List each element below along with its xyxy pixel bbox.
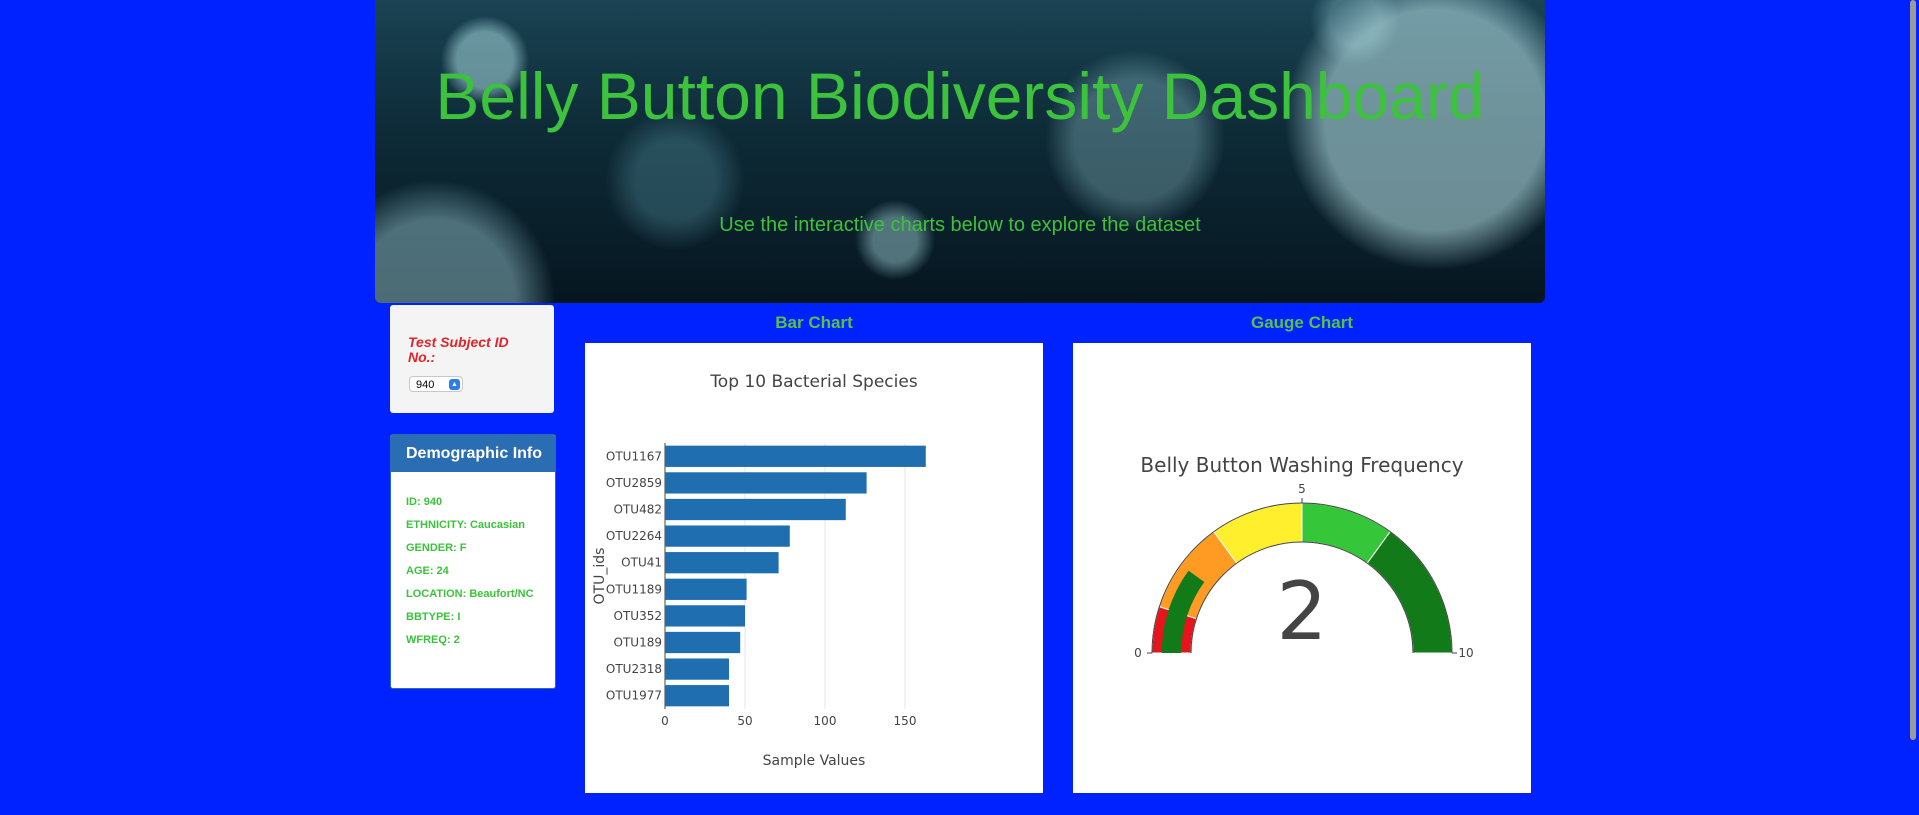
demographic-item-gender: GENDER: F [406,542,467,554]
gauge-tick-label: 10 [1458,646,1473,660]
demographic-item-ethnicity: ETHNICITY: Caucasian [406,519,525,531]
bar-chart-x-axis-label: Sample Values [763,753,866,769]
gauge-chart-card: 0 5 10 Belly Button Washing Frequency 2 [1073,343,1531,793]
gauge-outline [1151,502,1453,654]
bar-chart-bar [665,631,741,654]
subject-select-label: Test Subject ID No.: [408,334,509,365]
subject-select-panel: Test Subject ID No.: 940 ▲ [390,305,554,413]
page-scrollbar[interactable] [1910,0,1916,740]
bar-chart-y-tick-label: OTU189 [614,636,662,650]
bar-chart-x-tick-label: 50 [737,714,752,728]
bar-chart-bar [665,658,729,680]
bar-chart-y-tick-label: OTU2264 [606,529,662,543]
bar-chart-heading: Bar Chart [775,313,853,332]
page-subtitle: Use the interactive charts below to expl… [719,214,1201,236]
page-title: Belly Button Biodiversity Dashboard [435,59,1485,133]
bar-chart-y-tick-label: OTU1977 [606,689,662,703]
gauge-value-bar [1161,570,1205,653]
bar-chart-bar [665,525,790,547]
gauge-chart-heading: Gauge Chart [1250,313,1354,332]
bar-chart-y-tick-label: OTU2318 [606,662,662,676]
bar-chart-y-tick-label: OTU1189 [606,582,662,596]
bar-chart-y-tick-label: OTU2859 [606,476,662,490]
bar-chart-bar [665,498,846,521]
demographic-info-title: Demographic Info [391,435,555,472]
gauge-tick-label: 0 [1134,646,1142,660]
bar-chart-bar [665,472,867,494]
demographic-item-age: AGE: 24 [406,565,449,577]
demographic-item-bbtype: BBTYPE: I [406,611,461,623]
gauge-tick-label: 5 [1298,482,1306,496]
bar-chart-y-axis-label: OTU_ids [592,548,608,605]
demographic-info-panel: Demographic Info ID: 940 ETHNICITY: Cauc… [390,434,556,689]
bar-chart-y-tick-label: OTU482 [614,503,662,517]
bar-chart-bar [665,685,729,707]
header-banner: Belly Button Biodiversity Dashboard Use … [375,0,1545,303]
dropdown-chevron-icon: ▲ [449,379,460,390]
bar-chart-bar [665,445,926,467]
bar-chart-y-tick-label: OTU352 [614,609,662,623]
bar-chart-x-tick-label: 100 [814,714,837,728]
subject-id-dropdown[interactable]: 940 ▲ [409,376,463,392]
bar-chart-bar [665,578,747,600]
bar-chart-bar [665,605,745,627]
bar-chart-y-tick-label: OTU41 [621,556,662,570]
gauge-chart: 0 5 10 Belly Button Washing Frequency 2 [1134,453,1473,660]
bar-chart-bar [665,552,779,574]
bar-chart-y-tick-label: OTU1167 [606,449,662,463]
gauge-value-number: 2 [1277,565,1328,658]
demographic-list: ID: 940 ETHNICITY: Caucasian GENDER: F A… [391,472,555,647]
subject-id-value: 940 [416,379,435,391]
bar-chart: OTU1167OTU2859OTU482OTU2264OTU41OTU1189O… [592,372,926,769]
bar-chart-title: Top 10 Bacterial Species [709,372,918,392]
demographic-item-id: ID: 940 [406,496,443,508]
gauge-inner-outline [1190,541,1414,654]
bar-chart-card: OTU1167 OTU2859 OTU482 OTU2264 OTU41 OTU1189 O… [585,343,1043,793]
bar-chart-x-tick-label: 150 [894,714,917,728]
bar-chart-x-tick-label: 0 [661,714,669,728]
demographic-item-wfreq: WFREQ: 2 [406,634,460,646]
gauge-title: Belly Button Washing Frequency [1140,453,1463,477]
demographic-item-location: LOCATION: Beaufort/NC [406,588,534,600]
